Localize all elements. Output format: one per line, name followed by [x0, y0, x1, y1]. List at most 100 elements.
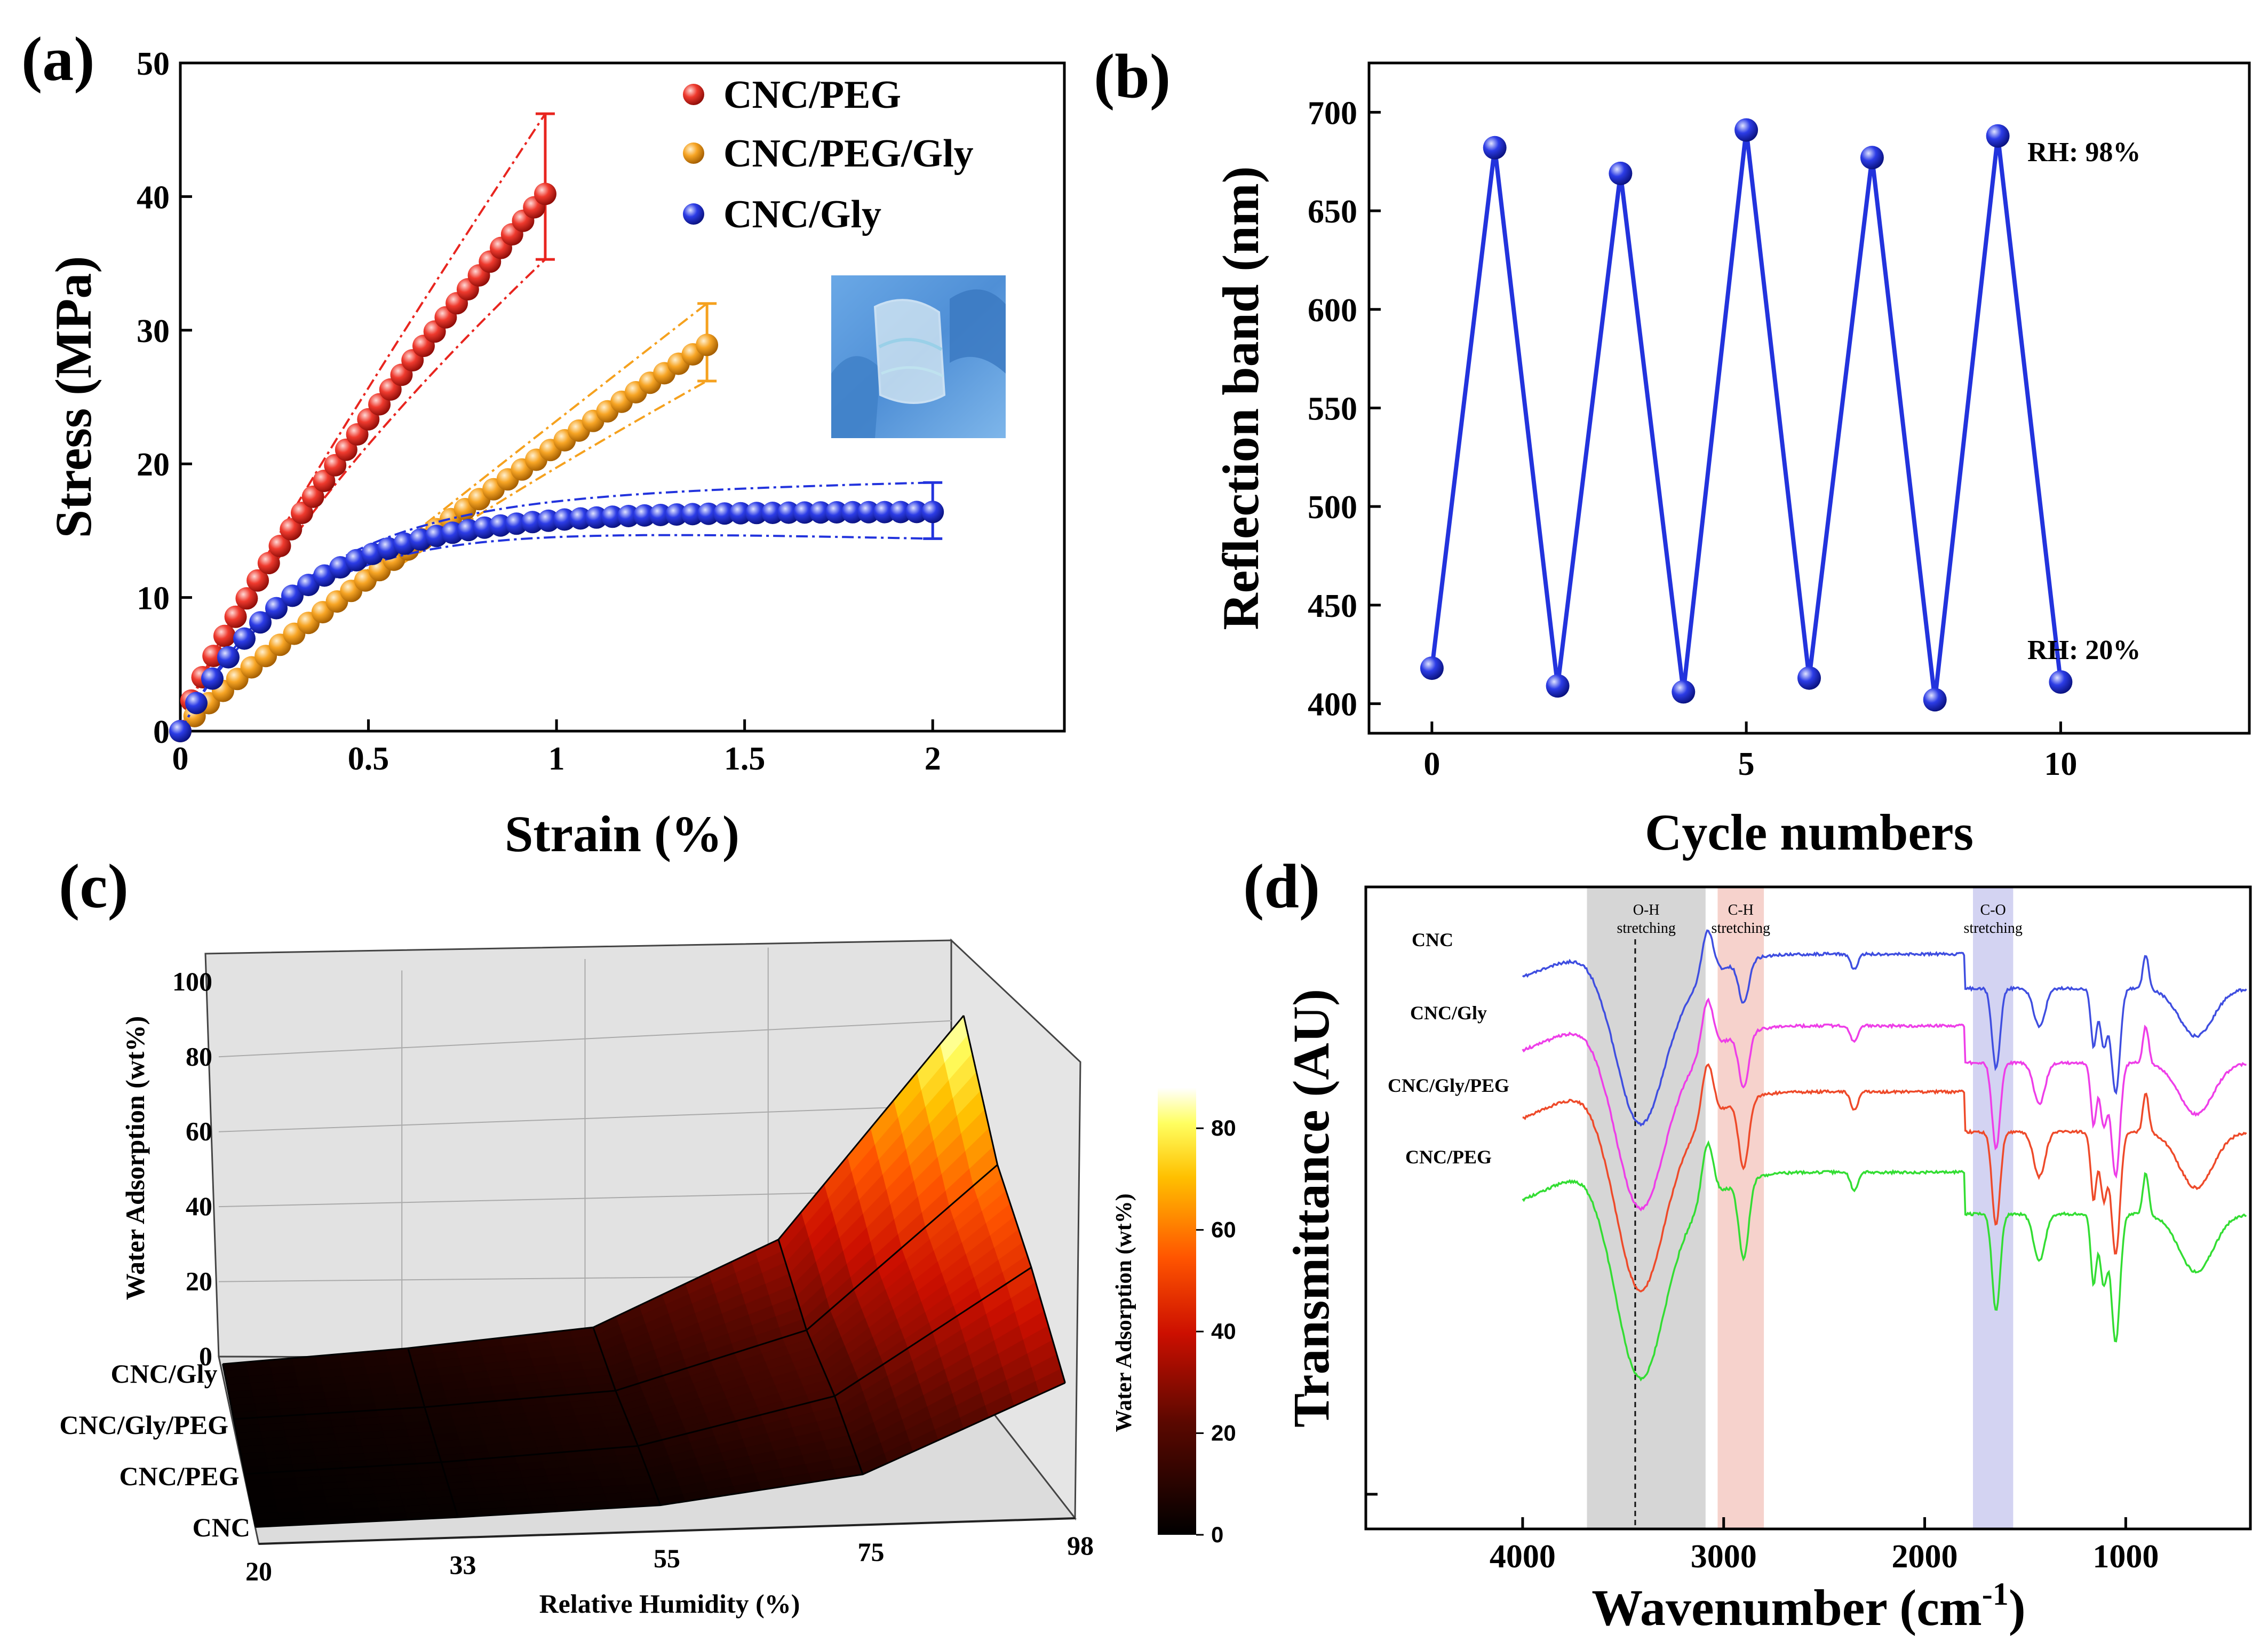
b-ytick-label: 400 [1308, 687, 1357, 723]
panel-c-xlabel: Relative Humidity (%) [539, 1589, 800, 1619]
point-CNC/Gly [569, 507, 592, 530]
c-xtick-label: 98 [1067, 1531, 1094, 1560]
legend-label-cnc-peg: CNC/PEG [723, 73, 901, 117]
b-xtick-label: 5 [1738, 746, 1755, 782]
point-CNC/Gly [265, 597, 288, 620]
point-CNC/Gly [249, 611, 272, 634]
b-ytick-label: 500 [1308, 489, 1357, 526]
c-mesh-col [222, 1363, 257, 1527]
band-label-1: C-H [1728, 902, 1754, 918]
legend-marker-cnc-gly [683, 203, 704, 225]
spectrum-CNC/Gly/PEG [1522, 1063, 2247, 1293]
a-xtick-label: 1 [548, 741, 565, 777]
a-xtick-label: 2 [925, 741, 941, 777]
c-ytick-label: CNC/Gly/PEG [59, 1410, 228, 1440]
envelope-CNC/PEG [179, 258, 546, 732]
c-ztick-label: 20 [186, 1266, 212, 1296]
annotation-rh-98: RH: 98% [2027, 137, 2140, 168]
c-mesh-col [962, 1015, 1066, 1383]
point-CNC/Gly [809, 501, 832, 524]
d-xtick-label: 3000 [1691, 1539, 1757, 1575]
point-CNC/Gly [713, 502, 736, 525]
point-CNC/Gly [761, 502, 784, 524]
c-ztick-label: 40 [186, 1191, 212, 1221]
point-CNC/PEG [268, 535, 291, 558]
a-ytick-label: 50 [137, 46, 170, 82]
panel-a-legend: CNC/PEG CNC/PEG/Gly CNC/Gly [683, 73, 974, 236]
c-ztick-label: 80 [186, 1041, 212, 1071]
c-grid-h [218, 1105, 952, 1132]
point-CNC/PEG [280, 518, 303, 541]
spectrum-CNC [1522, 929, 2247, 1127]
colorbar [1158, 1088, 1196, 1535]
point-CNC/Gly [537, 509, 560, 532]
c-grid-h [218, 1020, 952, 1058]
point-CNC/Gly [281, 584, 304, 607]
point-CNC/Gly [233, 627, 256, 650]
b-point [1923, 688, 1947, 712]
b-point [1546, 674, 1570, 698]
c-xtick-label: 33 [450, 1550, 476, 1580]
panel-b-series [1420, 118, 2073, 712]
panel-a-frame [179, 61, 1066, 733]
b-point [1672, 680, 1696, 704]
a-ytick-label: 0 [153, 714, 170, 750]
c-ztick-label: 100 [172, 966, 212, 996]
colorbar-label: Water Adsorption (wt%) [1112, 1193, 1136, 1432]
point-CNC/Gly [633, 504, 656, 527]
spectrum-label: CNC [1412, 929, 1453, 950]
band-label-0: O-H [1633, 902, 1660, 918]
legend-label-cnc-peg-gly: CNC/PEG/Gly [723, 132, 974, 176]
point-CNC/Gly [553, 508, 576, 531]
b-point [1483, 136, 1507, 160]
spectrum-label: CNC/Gly/PEG [1388, 1075, 1509, 1096]
b-ytick-label: 650 [1308, 194, 1357, 230]
c-xtick-label: 75 [858, 1537, 885, 1567]
panel-d-xlabel: Wavenumber (cm-1) [1591, 1576, 2025, 1636]
d-xtick-label: 4000 [1490, 1539, 1556, 1575]
panel-d-spectra: CNC CNC/Gly CNC/Gly/PEG CNC/PEG [1388, 929, 2247, 1382]
point-CNC/PEG [246, 569, 269, 592]
point-CNC/Gly [841, 501, 864, 524]
panel-b-ticks: 0 5 10 400 450 500 550 600 650 700 [1308, 95, 2077, 782]
point-CNC/Gly [601, 505, 624, 528]
c-xtick-label: 20 [245, 1556, 272, 1586]
band-label-2: stretching [1963, 920, 2022, 937]
a-xtick-label: 0.5 [348, 741, 389, 777]
c-ytick-label: CNC/Gly [111, 1359, 218, 1389]
d-xtick-label: 2000 [1892, 1539, 1958, 1575]
b-point [1420, 656, 1444, 680]
panel-a-curves [169, 112, 944, 742]
point-CNC/PEG [257, 552, 280, 575]
legend-label-cnc-gly: CNC/Gly [723, 193, 881, 236]
point-CNC/Gly [745, 502, 768, 525]
c-xtick-label: 55 [654, 1543, 680, 1573]
point-CNC/Gly [873, 501, 896, 524]
c-ytick-label: CNC [193, 1512, 250, 1542]
b-point [1734, 118, 1758, 142]
panel-b-xlabel: Cycle numbers [1645, 804, 1973, 861]
point-CNC/PEG [534, 183, 556, 205]
panel-d-ylabel: Transmittance (AU) [1283, 989, 1340, 1428]
panel-d-bands: O-H stretching C-H stretching C-O stretching [1587, 887, 2023, 1529]
envelope-CNC/Gly [179, 481, 933, 732]
point-CNC/Gly [825, 501, 848, 524]
point-CNC/Gly [585, 506, 608, 529]
panel-label-a: (a) [21, 24, 95, 94]
b-point [1860, 146, 1884, 170]
b-ytick-label: 600 [1308, 292, 1357, 329]
point-CNC/PEG [224, 605, 247, 628]
panel-d-ftir: O-HstretchingC-HstretchingC-Ostretching … [1283, 885, 2252, 1636]
c-ztick-label: 60 [186, 1116, 212, 1146]
point-CNC/PEG [235, 587, 258, 610]
panel-label-d: (d) [1243, 851, 1320, 921]
b-ytick-label: 700 [1308, 95, 1357, 131]
point-CNC/Gly [217, 646, 240, 669]
point-CNC/Gly [649, 504, 672, 526]
point-CNC/Gly [521, 511, 544, 534]
point-CNC/Gly [169, 720, 192, 742]
a-ytick-label: 30 [137, 313, 170, 350]
point-CNC/Gly [905, 501, 928, 524]
panel-a-xlabel: Strain (%) [505, 805, 739, 862]
